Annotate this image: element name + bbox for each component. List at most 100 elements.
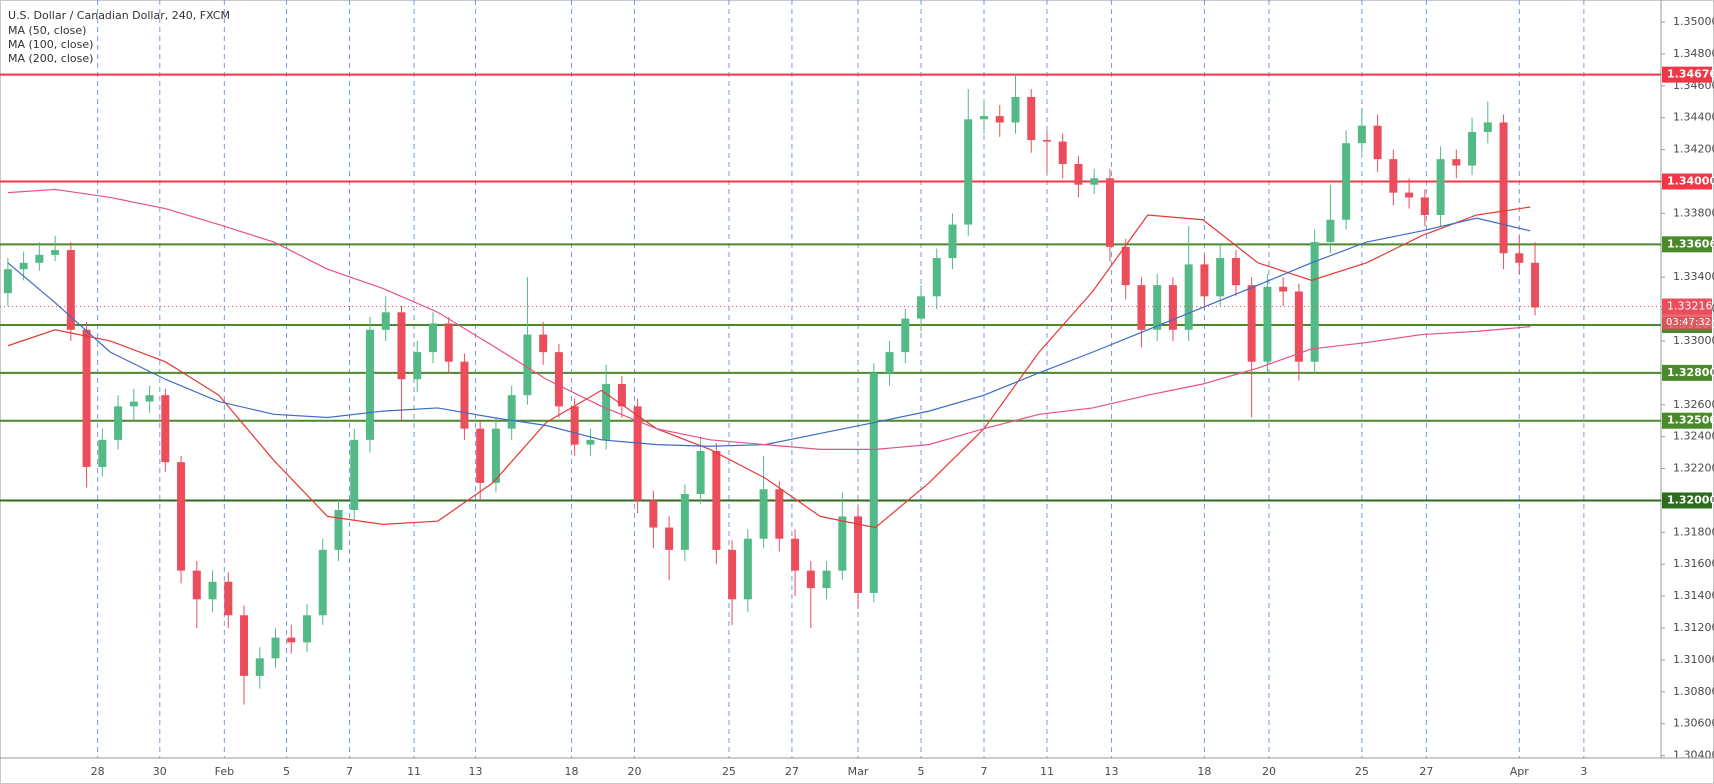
candle-body: [1216, 258, 1225, 297]
y-tick-label: 1.32200: [1673, 462, 1714, 475]
candle-body: [1200, 264, 1209, 297]
candle-body: [775, 489, 784, 539]
candle-body: [365, 329, 374, 440]
candle-body: [743, 538, 752, 600]
countdown: 03:47:32: [1666, 317, 1711, 328]
chart-title: U.S. Dollar / Canadian Dollar, 240, FXCM: [8, 9, 230, 22]
level-label: 1.32000: [1667, 493, 1714, 506]
x-tick-label: Mar: [848, 765, 869, 778]
y-tick-label: 1.31200: [1673, 621, 1714, 634]
candle-body: [1420, 197, 1429, 215]
last-price-label: 1.33216: [1667, 300, 1713, 313]
candle-body: [287, 637, 296, 643]
candle-body: [1373, 125, 1382, 160]
candle-body: [838, 516, 847, 571]
candle-body: [1294, 291, 1303, 362]
candle-body: [633, 406, 642, 501]
candle-body: [1515, 253, 1524, 263]
candle-body: [554, 352, 563, 407]
candle-body: [1121, 246, 1130, 286]
candle-body: [917, 296, 926, 319]
x-tick-label: 7: [981, 765, 988, 778]
x-tick-label: 27: [785, 765, 799, 778]
y-tick-label: 1.33400: [1673, 270, 1714, 283]
candle-body: [901, 318, 910, 353]
candle-body: [51, 250, 60, 255]
candle-body: [35, 254, 44, 263]
level-label-box: [1662, 236, 1712, 253]
level-label: 1.34670: [1667, 68, 1714, 81]
candle-body: [539, 334, 548, 353]
y-tick-label: 1.34400: [1673, 111, 1714, 124]
candle-body: [1090, 178, 1099, 185]
legend-entry: MA (100, close): [8, 38, 93, 51]
candle-body: [1531, 262, 1540, 308]
candle-body: [1499, 122, 1508, 254]
candle-body: [161, 395, 170, 463]
candle-body: [114, 406, 123, 440]
candle-body: [428, 323, 437, 353]
level-label-box: [1662, 66, 1712, 83]
candle-body: [444, 323, 453, 362]
candle-body: [728, 549, 737, 600]
x-tick-label: 18: [1197, 765, 1211, 778]
candle-body: [224, 581, 233, 616]
candle-body: [948, 224, 957, 259]
x-tick-label: 5: [283, 765, 290, 778]
y-tick-label: 1.32600: [1673, 398, 1714, 411]
level-label: 1.32800: [1667, 366, 1714, 379]
candle-body: [1452, 159, 1461, 166]
x-tick-label: 28: [91, 765, 105, 778]
candle-body: [1263, 286, 1272, 362]
candle-body: [696, 451, 705, 495]
x-tick-label: 3: [1580, 765, 1587, 778]
candle-body: [192, 570, 201, 600]
y-tick-label: 1.30600: [1673, 717, 1714, 730]
y-tick-label: 1.31600: [1673, 557, 1714, 570]
x-tick-label: 18: [565, 765, 579, 778]
candle-body: [523, 334, 532, 396]
candle-body: [1436, 159, 1445, 215]
x-tick-label: 27: [1419, 765, 1433, 778]
x-tick-label: 11: [1040, 765, 1054, 778]
candle-body: [66, 250, 75, 330]
candle-body: [507, 395, 516, 429]
candle-body: [885, 352, 894, 373]
countdown-box: [1662, 314, 1712, 330]
y-tick-label: 1.32400: [1673, 430, 1714, 443]
legend-entry: MA (200, close): [8, 52, 93, 65]
candle-body: [1058, 141, 1067, 164]
y-tick-label: 1.35000: [1673, 15, 1714, 28]
candle-body: [1247, 285, 1256, 362]
candle-body: [1184, 264, 1193, 330]
candle-body: [570, 406, 579, 445]
x-tick-label: Apr: [1510, 765, 1530, 778]
y-tick-label: 1.34200: [1673, 143, 1714, 156]
y-tick-label: 1.34800: [1673, 47, 1714, 60]
candle-body: [806, 570, 815, 589]
candle-body: [177, 462, 186, 571]
level-label-box: [1662, 173, 1712, 190]
candle-body: [680, 494, 689, 550]
ma-line: [7, 188, 1531, 451]
level-label: 1.34000: [1667, 174, 1714, 187]
candle-body: [1027, 96, 1036, 141]
candle-body: [822, 570, 831, 589]
candle-body: [1310, 242, 1319, 362]
x-tick-label: Feb: [215, 765, 234, 778]
candle-body: [964, 119, 973, 225]
legend-entry: MA (50, close): [8, 24, 86, 37]
candle-body: [145, 395, 154, 402]
y-tick-label: 1.31800: [1673, 525, 1714, 538]
x-tick-label: 25: [1355, 765, 1369, 778]
candle-body: [397, 312, 406, 380]
y-tick-label: 1.33800: [1673, 206, 1714, 219]
candle-body: [932, 258, 941, 297]
candle-body: [1153, 285, 1162, 330]
level-label-box: [1662, 412, 1712, 429]
x-tick-label: 11: [407, 765, 421, 778]
candle-body: [271, 637, 280, 659]
candle-body: [1405, 192, 1414, 198]
candle-body: [712, 451, 721, 550]
